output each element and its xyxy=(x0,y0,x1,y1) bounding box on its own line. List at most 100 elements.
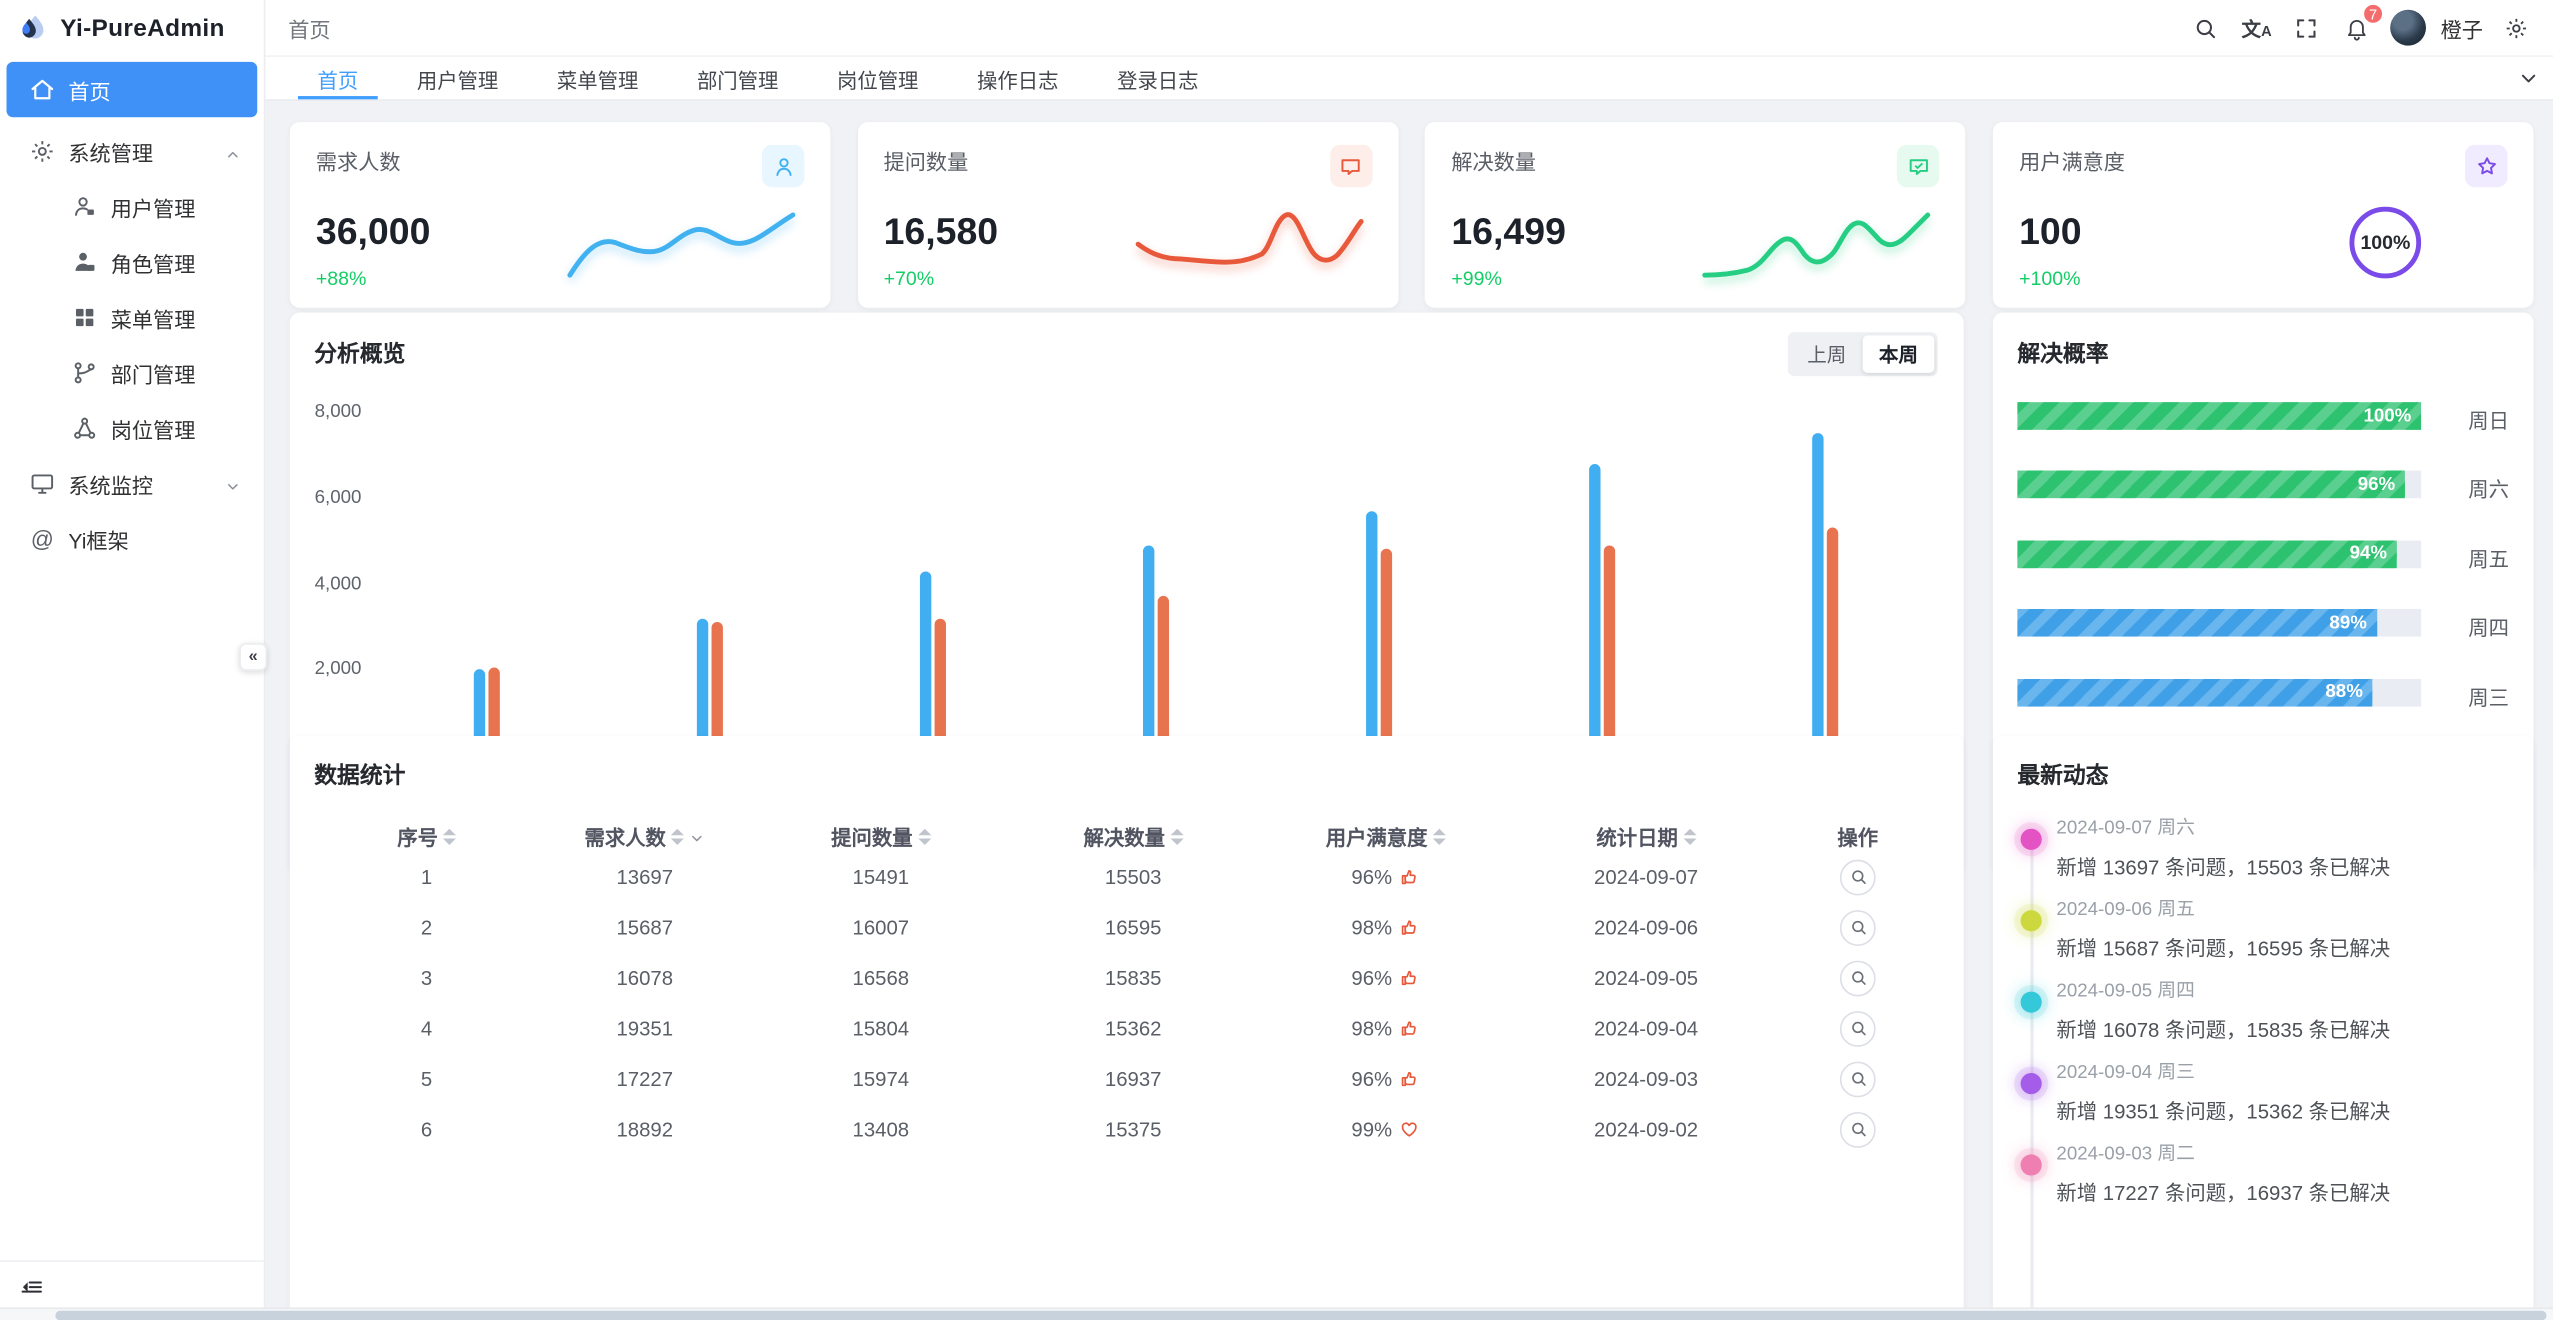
table-row[interactable]: 6 18892 13408 15375 99% 2024-09-02 xyxy=(314,1104,1939,1154)
cell-no: 3 xyxy=(420,966,433,990)
progress-track: 89% xyxy=(2017,609,2422,637)
logo[interactable]: Yi-PureAdmin xyxy=(0,0,264,55)
bar-提问数量-周一[interactable] xyxy=(487,667,500,756)
horizontal-scrollbar-thumb[interactable] xyxy=(55,1310,2547,1320)
sort-carets-icon[interactable] xyxy=(442,827,456,845)
tabs-menu-chevron-icon[interactable] xyxy=(2504,57,2553,99)
stat-card-用户满意度: 用户满意度 100 +100% 100% xyxy=(1993,122,2534,308)
horizontal-scrollbar[interactable] xyxy=(0,1307,2553,1320)
bar-需求人数-周六[interactable] xyxy=(1589,463,1601,756)
sort-carets-icon[interactable] xyxy=(670,827,684,845)
cell-satisfaction: 96% xyxy=(1255,1067,1516,1090)
logo-drop-icon xyxy=(16,11,49,44)
stat-card-delta: +88% xyxy=(315,267,367,290)
bar-需求人数-周日[interactable] xyxy=(1812,433,1825,756)
table-row[interactable]: 4 19351 15804 15362 98% 2024-09-04 xyxy=(314,1003,1939,1053)
breadcrumb[interactable]: 首页 xyxy=(288,17,331,42)
cell-operation xyxy=(1776,1010,1939,1047)
column-header-统计日期[interactable]: 统计日期 xyxy=(1516,821,1777,852)
bar-提问数量-周五[interactable] xyxy=(1380,549,1393,756)
news-item: 2024-09-05 周四 新增 16078 条问题，15835 条已解决 xyxy=(2017,977,2390,1044)
table-row[interactable]: 5 17227 15974 16937 96% 2024-09-03 xyxy=(314,1053,1939,1103)
column-header-序号[interactable]: 序号 xyxy=(314,821,539,852)
toggle-本周[interactable]: 本周 xyxy=(1862,335,1935,373)
sidebar-item-角色管理[interactable]: 角色管理 xyxy=(0,234,264,289)
view-detail-button[interactable] xyxy=(1839,1060,1876,1097)
column-header-操作[interactable]: 操作 xyxy=(1776,821,1939,852)
filter-chevron-icon[interactable] xyxy=(689,828,705,844)
bar-提问数量-周日[interactable] xyxy=(1827,527,1839,756)
sort-carets-icon[interactable] xyxy=(917,827,931,845)
sort-carets-icon[interactable] xyxy=(1682,827,1696,845)
tab-部门管理[interactable]: 部门管理 xyxy=(696,69,779,92)
tab-操作日志[interactable]: 操作日志 xyxy=(977,69,1059,92)
bar-需求人数-周一[interactable] xyxy=(473,669,485,756)
cell-demand: 17227 xyxy=(616,1067,674,1091)
sidebar-item-部门管理[interactable]: 部门管理 xyxy=(0,345,264,400)
stat-card-delta: +99% xyxy=(1451,267,1502,290)
sidebar-item-用户管理[interactable]: 用户管理 xyxy=(0,179,264,234)
sidebar-item-系统监控[interactable]: 系统监控 xyxy=(0,456,264,511)
sort-carets-icon[interactable] xyxy=(1432,827,1446,845)
sort-carets-icon[interactable] xyxy=(1169,827,1183,845)
bar-提问数量-周三[interactable] xyxy=(934,618,946,756)
table-row[interactable]: 2 15687 16007 16595 98% 2024-09-06 xyxy=(314,902,1939,952)
sidebar-collapse-fab[interactable]: « xyxy=(239,643,268,671)
sidebar-item-首页[interactable]: 首页 xyxy=(6,61,258,118)
cell-date: 2024-09-07 xyxy=(1594,865,1699,889)
search-icon[interactable] xyxy=(2188,10,2224,46)
view-detail-button[interactable] xyxy=(1839,1010,1876,1047)
avatar[interactable] xyxy=(2390,9,2426,46)
chat-check-icon xyxy=(1897,144,1940,188)
timeline-dot xyxy=(2020,1154,2042,1176)
news-item-body: 2024-09-07 周六 新增 13697 条问题，15503 条已解决 xyxy=(2056,814,2390,881)
bar-提问数量-周二[interactable] xyxy=(711,622,723,756)
bar-需求人数-周五[interactable] xyxy=(1366,510,1378,756)
tabs: 首页 用户管理 菜单管理 部门管理 岗位管理 操作日志 登录日志 xyxy=(288,57,1228,100)
translate-icon[interactable]: 文A xyxy=(2241,17,2272,40)
view-detail-button[interactable] xyxy=(1839,959,1876,996)
news-item-text: 新增 19351 条问题，15362 条已解决 xyxy=(2056,1100,2391,1124)
progress-percent: 100% xyxy=(2363,406,2412,426)
thumb-up-icon xyxy=(1399,967,1420,988)
stat-card-解决数量: 解决数量 16,499 +99% xyxy=(1425,122,1966,308)
view-detail-button[interactable] xyxy=(1839,1111,1876,1148)
toggle-上周[interactable]: 上周 xyxy=(1807,343,1847,367)
view-detail-button[interactable] xyxy=(1839,909,1876,946)
bar-需求人数-周三[interactable] xyxy=(919,570,932,756)
sidebar-item-系统管理[interactable]: 系统管理 xyxy=(0,124,264,179)
tab-岗位管理[interactable]: 岗位管理 xyxy=(836,69,919,92)
bar-提问数量-周四[interactable] xyxy=(1157,596,1170,756)
settings-gear-icon[interactable] xyxy=(2498,10,2534,46)
timeline-dot xyxy=(2020,828,2042,850)
table-row[interactable]: 1 13697 15491 15503 96% 2024-09-07 xyxy=(314,852,1939,902)
progress-percent: 88% xyxy=(2325,682,2363,702)
table-row[interactable]: 3 16078 16568 15835 96% 2024-09-05 xyxy=(314,952,1939,1002)
username[interactable]: 橙子 xyxy=(2440,17,2483,42)
bar-需求人数-周四[interactable] xyxy=(1142,545,1155,756)
column-header-提问数量[interactable]: 提问数量 xyxy=(751,821,1012,852)
stat-card-title: 用户满意度 xyxy=(2019,149,2125,175)
sidebar-item-岗位管理[interactable]: 岗位管理 xyxy=(0,401,264,456)
tab-首页[interactable]: 首页 xyxy=(288,57,387,100)
notifications-bell-icon[interactable]: 7 xyxy=(2340,3,2384,46)
tab-菜单管理[interactable]: 菜单管理 xyxy=(556,69,639,92)
cell-operation xyxy=(1776,858,1939,895)
solve-rate-title: 解决概率 xyxy=(2017,340,2109,367)
sidebar-item-菜单管理[interactable]: 菜单管理 xyxy=(0,290,264,345)
bar-提问数量-周六[interactable] xyxy=(1604,545,1616,756)
fullscreen-icon[interactable] xyxy=(2289,10,2325,46)
cell-solved: 15375 xyxy=(1104,1117,1162,1141)
bar-需求人数-周二[interactable] xyxy=(696,618,708,756)
sidebar-item-Yi框架[interactable]: @ Yi框架 xyxy=(0,511,264,566)
fold-sidebar-icon[interactable] xyxy=(20,1278,44,1306)
column-header-需求人数[interactable]: 需求人数 xyxy=(539,821,751,852)
chevron-up-icon xyxy=(225,143,241,159)
column-header-用户满意度[interactable]: 用户满意度 xyxy=(1255,821,1516,852)
latest-news-card: 最新动态 2024-09-07 周六 新增 13697 条问题，15503 条已解… xyxy=(1992,735,2534,1320)
timeline-dot xyxy=(2020,910,2042,932)
view-detail-button[interactable] xyxy=(1839,858,1876,895)
tab-登录日志[interactable]: 登录日志 xyxy=(1117,69,1199,92)
tab-用户管理[interactable]: 用户管理 xyxy=(416,69,499,92)
column-header-解决数量[interactable]: 解决数量 xyxy=(1011,821,1255,852)
